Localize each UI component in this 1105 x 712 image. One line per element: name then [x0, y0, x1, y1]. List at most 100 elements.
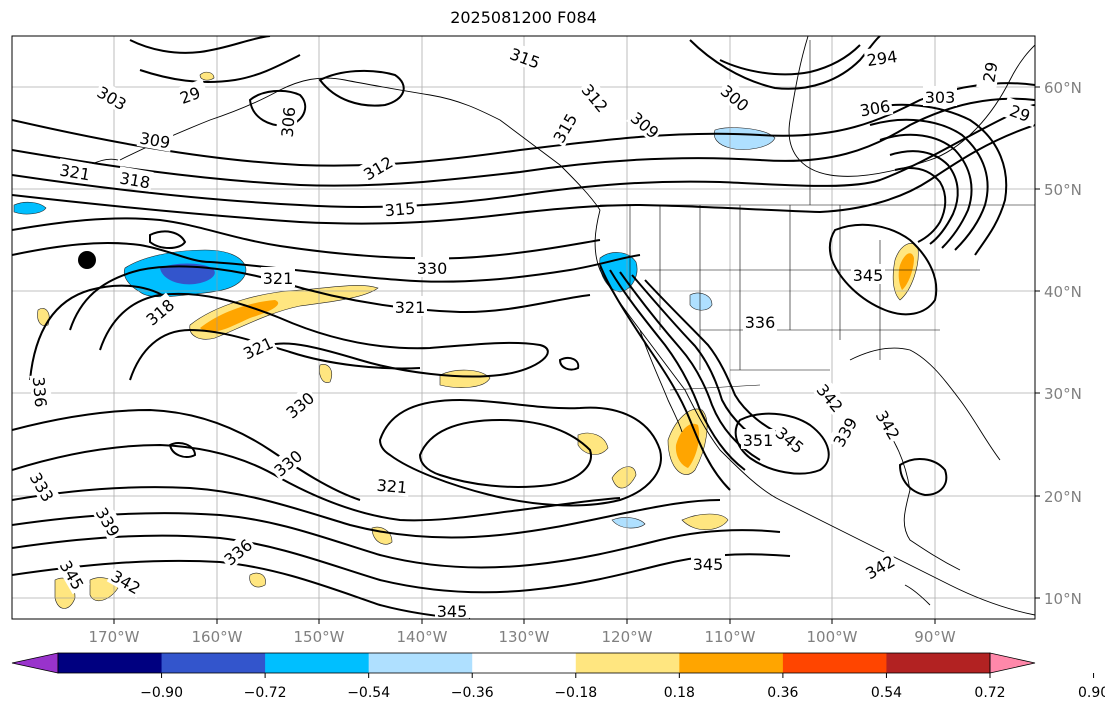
- contour-label: 351: [743, 431, 774, 450]
- contour-label-bg: [812, 377, 850, 417]
- lightblue-us: [689, 292, 713, 311]
- yellow-tropic-3: [611, 466, 637, 489]
- contour-label: 306: [858, 96, 891, 120]
- contour-label-bg: [116, 166, 154, 192]
- contour-label-bg: [415, 257, 449, 277]
- contour-label-bg: [976, 53, 1002, 91]
- yellow-tropic-1: [439, 369, 491, 388]
- contour-label-bg: [279, 385, 319, 423]
- contour-label-bg: [56, 158, 94, 184]
- x-axis: 170°W 160°W 150°W 140°W 130°W 120°W 110°…: [89, 619, 956, 646]
- yellow-small-1: [199, 71, 215, 81]
- contour-label: 321: [376, 476, 408, 498]
- contour-label: 312: [578, 81, 612, 117]
- contour-label: 300: [717, 81, 753, 115]
- lat-label: 50°N: [1044, 181, 1082, 199]
- orange-baja-core: [675, 423, 700, 468]
- isentropic-contours: [12, 36, 1035, 619]
- yellow-small-4: [249, 572, 266, 588]
- map-title: 2025081200 F084: [450, 8, 597, 27]
- contour-label: 321: [263, 269, 294, 288]
- contour-label-bg: [716, 78, 756, 116]
- contour-label-bg: [923, 86, 957, 106]
- contour-label-bg: [217, 532, 257, 570]
- lon-label: 130°W: [499, 628, 550, 646]
- contour-label: 345: [437, 602, 468, 621]
- contour-label-bg: [91, 501, 127, 542]
- contour-label: 336: [221, 535, 257, 569]
- contour-label: 345: [693, 555, 724, 574]
- contour-label-bg: [92, 79, 133, 115]
- contour-label-bg: [382, 196, 418, 220]
- orange-band-pacific: [189, 285, 379, 340]
- contour-label-bg: [741, 429, 775, 449]
- contour-label-bg: [546, 107, 582, 148]
- contour-label-bg: [863, 44, 901, 70]
- marker-dot: [78, 251, 96, 269]
- contour-label-bg: [859, 548, 900, 584]
- contour-label-bg: [1000, 96, 1035, 128]
- contour-label-bg: [139, 292, 179, 330]
- contour-label: 336: [29, 376, 51, 408]
- contour-label: 318: [143, 295, 179, 329]
- contour-label: 294: [866, 47, 899, 70]
- lightblue-westpac: [13, 201, 47, 215]
- contour-label-bg: [237, 330, 278, 364]
- contour-label: 330: [417, 259, 448, 278]
- contour-label: 321: [58, 160, 91, 184]
- contour-label-bg: [261, 267, 295, 287]
- contour-label: 303: [925, 88, 956, 107]
- y-axis: 60°N 50°N 40°N 30°N 20°N 10°N: [1035, 79, 1082, 608]
- contour-label: 330: [283, 388, 319, 422]
- lightblue-hudson: [713, 127, 776, 150]
- contour-label: 342: [813, 381, 847, 417]
- yellow-tropic-4: [681, 513, 729, 531]
- contour-label-bg: [626, 105, 666, 143]
- contour-label-bg: [374, 473, 410, 497]
- lon-label: 90°W: [914, 628, 956, 646]
- yellow-small-3: [37, 308, 50, 326]
- contour-label-bg: [505, 41, 545, 73]
- contour-label-bg: [577, 77, 615, 117]
- orange-great-lakes: [898, 253, 914, 290]
- lat-label: 30°N: [1044, 385, 1082, 403]
- darkblue-core: [160, 263, 215, 285]
- contour-label: 306: [278, 106, 300, 138]
- contour-label: 315: [507, 44, 542, 72]
- contour-label-bg: [435, 600, 469, 619]
- contour-label-bg: [275, 104, 299, 140]
- contour-label-bg: [851, 264, 885, 284]
- contour-label-bg: [267, 443, 307, 481]
- contour-label-bg: [357, 149, 398, 185]
- contour-label-bg: [826, 411, 862, 452]
- contour-label: 315: [384, 199, 416, 221]
- lat-label: 40°N: [1044, 283, 1082, 301]
- contour-label-bg: [871, 404, 907, 445]
- contour-label-bg: [771, 420, 811, 458]
- contour-label-bg: [856, 94, 894, 120]
- contour-label-bg: [29, 374, 53, 410]
- contour-label: 345: [853, 266, 884, 285]
- lon-label: 140°W: [397, 628, 448, 646]
- contour-label-bg: [106, 563, 147, 599]
- lightblue-mid: [611, 517, 646, 529]
- contour-label-bg: [136, 126, 174, 152]
- contour-label-bg: [55, 554, 91, 595]
- contour-label: 321: [395, 298, 426, 317]
- lon-label: 150°W: [294, 628, 345, 646]
- lat-label: 10°N: [1044, 590, 1082, 608]
- yellow-tropic-2: [577, 432, 609, 455]
- lat-label: 20°N: [1044, 488, 1082, 506]
- contour-label-bg: [691, 553, 725, 573]
- orange-core-pacific: [200, 300, 279, 332]
- contour-label-bg: [25, 466, 61, 507]
- lon-label: 160°W: [192, 628, 243, 646]
- contour-label-bg: [393, 296, 427, 316]
- contour-label: 345: [772, 423, 808, 457]
- contour-label: 336: [745, 313, 776, 332]
- contour-label-bg: [743, 311, 777, 331]
- lon-label: 170°W: [89, 628, 140, 646]
- lon-label: 120°W: [602, 628, 653, 646]
- contour-label-bg: [170, 78, 210, 110]
